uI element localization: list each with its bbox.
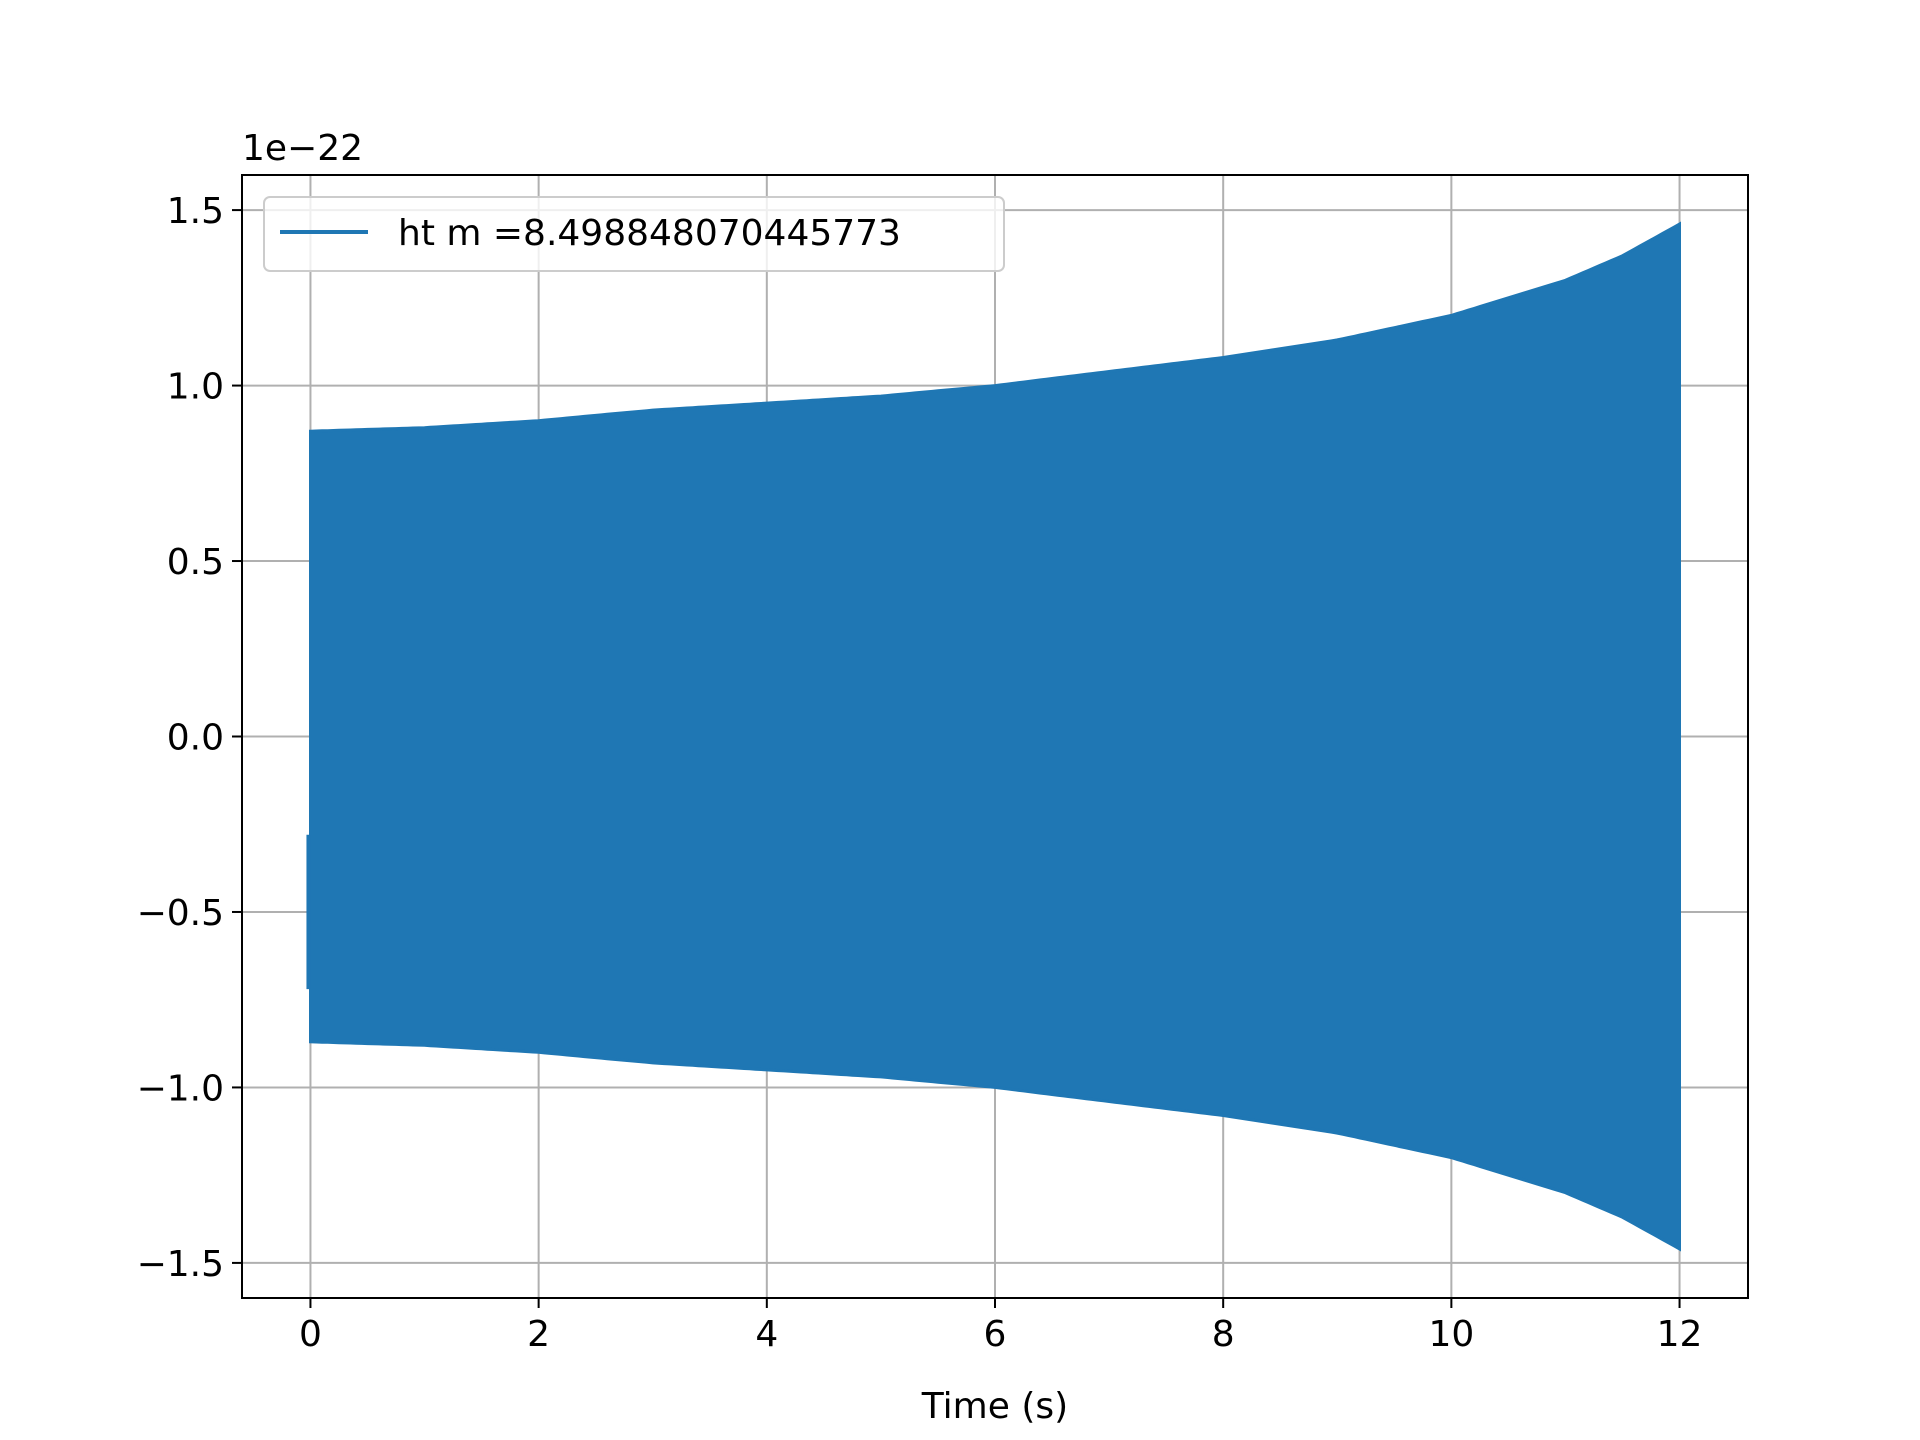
waveform-series (309, 221, 1681, 1252)
x-tick-label: 8 (1212, 1314, 1235, 1355)
y-tick-label: 1.0 (167, 367, 224, 408)
legend-box (263, 196, 1005, 272)
y-tick-label: 0.0 (167, 718, 224, 759)
x-tick-label: 0 (299, 1314, 322, 1355)
x-tick-label: 6 (984, 1314, 1007, 1355)
x-tick-label: 12 (1657, 1314, 1703, 1355)
tick-layer: 0 2 4 6 8 10 12 −1.5 −1.0 −0.5 0.0 0.5 1.0 1.5 (137, 191, 1703, 1355)
y-tick-label: −1.5 (137, 1244, 224, 1285)
legend: ht m =8.498848070445773 (263, 196, 1005, 272)
y-tick-label: −1.0 (137, 1068, 224, 1109)
offset-label: 1e−22 (242, 128, 363, 169)
x-tick-label: 2 (527, 1314, 550, 1355)
x-tick-label: 4 (755, 1314, 778, 1355)
y-tick-label: 1.5 (167, 191, 224, 232)
legend-entry-label: ht m =8.498848070445773 (398, 213, 901, 254)
y-tick-label: −0.5 (137, 893, 224, 934)
x-axis-label: Time (s) (921, 1386, 1068, 1427)
y-tick-label: 0.5 (167, 542, 224, 583)
x-tick-label: 10 (1428, 1314, 1474, 1355)
data-layer (306, 221, 1681, 1252)
